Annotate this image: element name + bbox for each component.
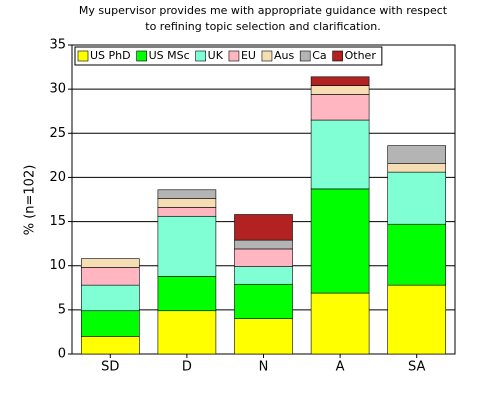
legend-swatch [261,50,273,62]
y-axis-label: % (n=102) [23,165,38,236]
bar-segment [310,292,370,355]
legend-swatch [299,50,311,62]
bar-segment [387,171,447,225]
y-tick-label: 0 [58,347,66,362]
chart-title: My supervisor provides me with appropria… [79,4,448,17]
bar-segment [157,189,217,199]
bar-segment [157,215,217,277]
bar-segment [81,258,140,268]
bar-segment [81,284,140,312]
legend-label: Aus [274,49,294,62]
bar-segment [81,267,140,286]
bar-segment [234,214,293,241]
bar-segment [81,310,140,337]
legend-swatch [77,50,89,62]
bar-segment [310,188,370,294]
bar-segment [157,207,217,217]
bar-segment [234,266,293,285]
x-tick-label: N [259,360,269,375]
bar-segment [310,76,370,86]
bar-segment [387,223,447,286]
y-tick-label: 10 [49,258,66,273]
legend-swatch [136,50,147,62]
legend-label: Ca [312,49,326,62]
bar-segment [157,310,217,355]
bar-segment [234,283,293,319]
bar-segment [234,248,293,267]
bar-segment [310,119,370,190]
bar-segment [387,145,447,164]
bar-segment [234,318,293,355]
bar-segment [157,276,217,312]
y-tick-label: 15 [49,214,66,229]
bar-segment [157,198,217,208]
y-tick-label: 25 [49,126,66,141]
legend-label: US MSc [149,49,190,62]
bar-segment [387,163,447,173]
legend-swatch [332,50,343,62]
bar-segment [234,239,293,250]
legend-swatch [228,50,240,62]
legend-swatch [195,50,206,62]
x-tick-label: SA [408,360,425,375]
bar-segment [310,94,370,121]
x-tick-label: D [182,360,192,375]
y-tick-label: 5 [58,302,66,317]
x-tick-label: SD [101,360,119,375]
chart-title: to refining topic selection and clarific… [145,20,380,33]
legend-label: US PhD [90,49,131,62]
legend-label: EU [241,49,256,62]
y-tick-label: 35 [49,38,66,53]
legend-label: UK [208,49,224,62]
y-tick-label: 30 [49,82,66,97]
legend-label: Other [345,49,377,62]
bar-segment [81,336,140,355]
x-tick-label: A [336,360,345,375]
y-tick-label: 20 [49,170,66,185]
bar-segment [387,284,447,355]
bar-segment [310,85,370,95]
